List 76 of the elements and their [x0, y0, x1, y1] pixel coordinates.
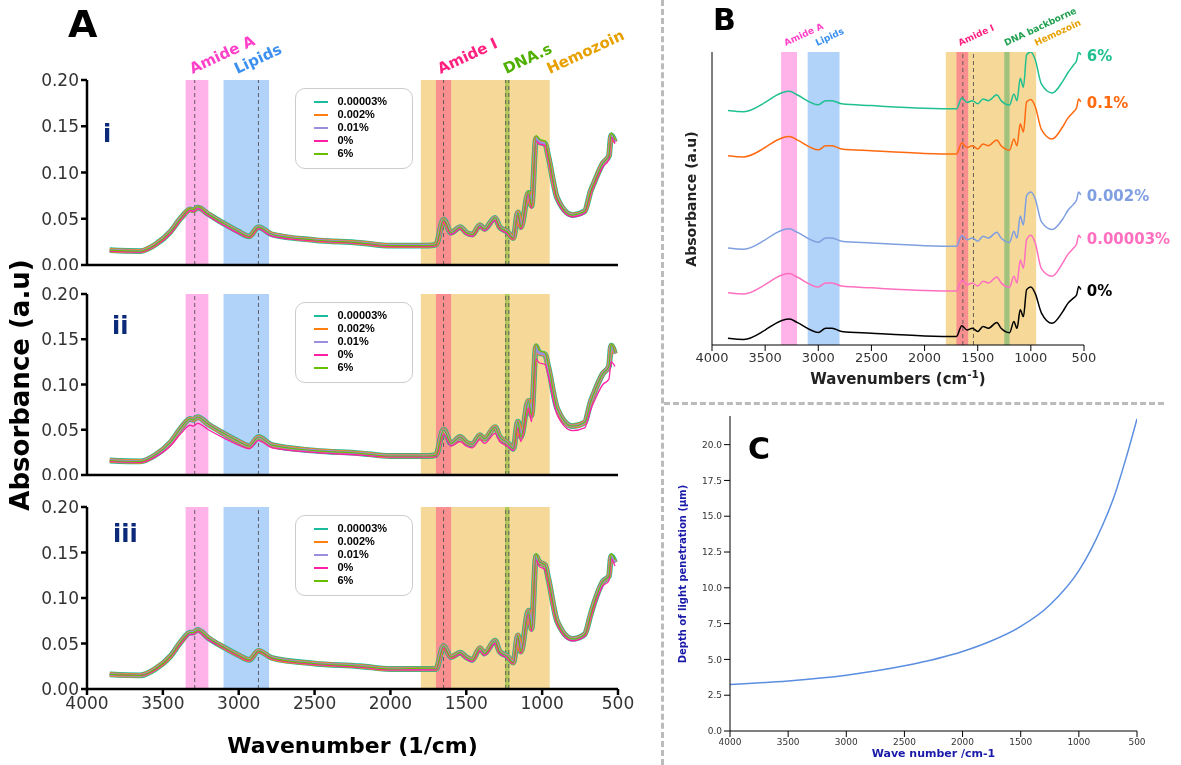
x-tick-label: 500 [1071, 350, 1097, 366]
series-label: 0% [1086, 281, 1113, 300]
legend-label: 0.01% [337, 121, 369, 134]
series-label: 6% [1086, 46, 1113, 65]
y-tick-label: 0.15 [41, 542, 79, 563]
chart-title: A [68, 2, 98, 46]
legend-label: 0% [337, 561, 354, 574]
legend-label: 0.00003% [337, 522, 388, 535]
x-tick-label: 500 [601, 693, 635, 714]
y-tick-label: 10.0 [701, 583, 723, 594]
y-tick-label: 0.05 [41, 633, 79, 654]
legend-label: 0.01% [337, 335, 369, 348]
y-tick-label: 17.5 [701, 475, 722, 486]
y-tick-label: 12.5 [701, 547, 722, 558]
x-tick-label: 4000 [718, 737, 742, 748]
chart-title: B [713, 2, 736, 37]
x-tick-label: 3500 [748, 350, 782, 366]
legend-label: 0.002% [337, 322, 375, 335]
legend-label: 6% [337, 147, 354, 160]
x-tick-label: 3500 [141, 693, 185, 714]
x-tick-label: 2500 [854, 350, 888, 366]
y-axis-title: Absorbance (a.u) [5, 258, 37, 511]
series-label: 0.00003% [1086, 230, 1171, 249]
y-tick-label: 0.05 [41, 419, 79, 440]
x-tick-label: 3000 [834, 737, 859, 748]
y-tick-label: 20.0 [701, 439, 723, 450]
x-axis-title: Wavenumbers (cm$^{-1}$) [810, 368, 986, 388]
legend-label: 0.00003% [337, 95, 388, 108]
y-tick-label: 0.0 [707, 726, 723, 737]
x-tick-label: 1500 [444, 693, 488, 714]
x-tick-label: 4000 [695, 350, 729, 366]
x-tick-label: 1000 [1067, 737, 1091, 748]
series-label: 0.1% [1086, 93, 1129, 112]
series-label: 0.002% [1086, 186, 1150, 205]
y-tick-label: 0.15 [41, 116, 79, 137]
x-tick-label: 500 [1128, 737, 1146, 748]
y-tick-label: 7.5 [707, 618, 722, 629]
text: iii [113, 520, 138, 548]
x-tick-label: 1500 [1009, 737, 1033, 748]
y-tick-label: 0.10 [41, 588, 79, 609]
legend-label: 0.002% [337, 108, 375, 121]
y-axis-title: Depth of light penetration (µm) [677, 484, 689, 663]
legend-label: 0% [337, 134, 354, 147]
x-tick-label: 1500 [961, 350, 995, 366]
legend-label: 0.00003% [337, 309, 388, 322]
x-tick-label: 2500 [292, 693, 337, 714]
x-tick-label: 3000 [217, 693, 261, 714]
legend-label: 6% [337, 361, 354, 374]
x-tick-label: 2500 [892, 737, 917, 748]
y-tick-label: 0.05 [41, 208, 79, 229]
y-tick-label: 0.20 [41, 70, 79, 91]
y-tick-label: 5.0 [707, 654, 723, 665]
legend-label: 6% [337, 574, 354, 587]
x-axis-title: Wave number /cm-1 [871, 747, 996, 760]
y-tick-label: 0.20 [41, 284, 79, 305]
x-axis-title: Wavenumber (1/cm) [227, 733, 478, 758]
y-tick-label: 0.20 [41, 497, 79, 518]
text: C [748, 431, 771, 466]
y-tick-label: 0.10 [41, 374, 79, 395]
legend-label: 0% [337, 348, 354, 361]
y-tick-label: 15.0 [701, 511, 723, 522]
y-tick-label: 2.5 [707, 690, 722, 701]
y-tick-label: 0.15 [41, 329, 79, 350]
legend-label: 0.01% [337, 548, 369, 561]
y-tick-label: 0.10 [41, 162, 79, 183]
x-tick-label: 2000 [908, 350, 942, 366]
x-tick-label: 2000 [368, 693, 413, 714]
x-tick-label: 3500 [776, 737, 800, 748]
legend-label: 0.002% [337, 535, 375, 548]
x-tick-label: 1000 [1014, 350, 1048, 366]
x-tick-label: 2000 [951, 737, 975, 748]
x-tick-label: 3000 [801, 350, 835, 366]
y-axis-title: Absorbance (a.u) [682, 130, 700, 267]
text: ii [112, 312, 129, 340]
x-tick-label: 1000 [520, 693, 564, 714]
text: i [103, 120, 112, 148]
